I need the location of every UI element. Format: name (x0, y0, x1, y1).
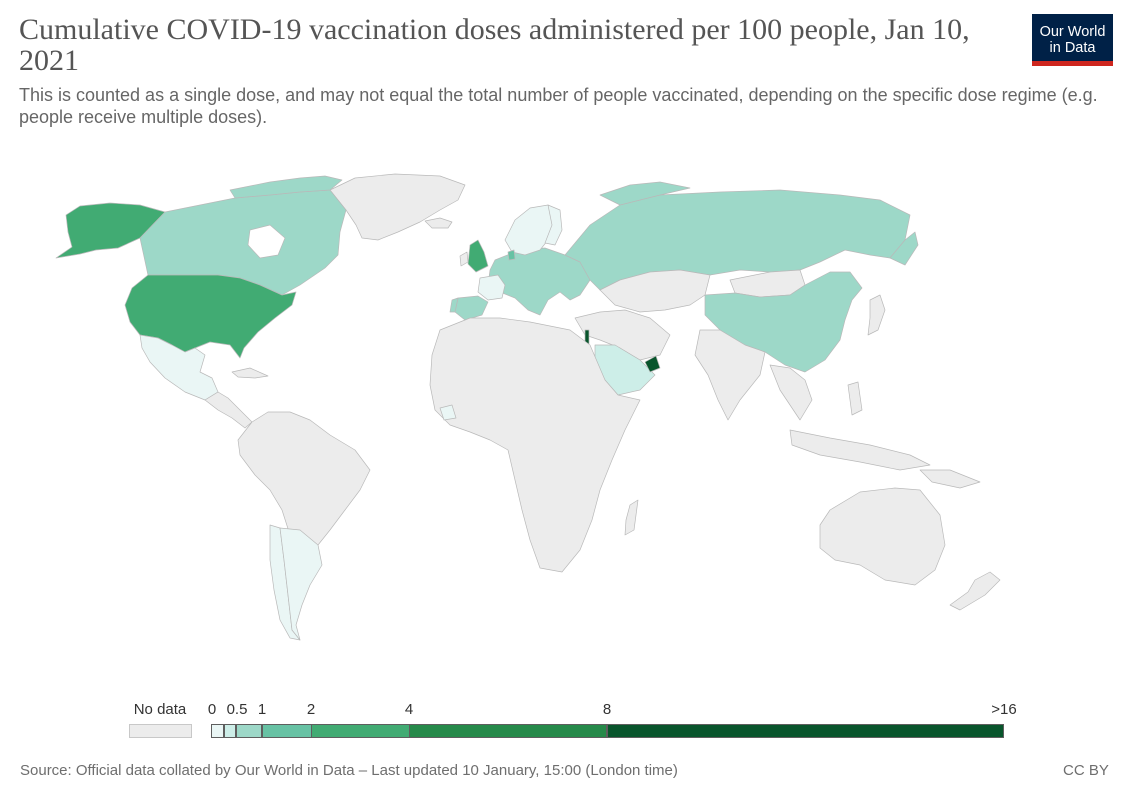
country-portugal[interactable] (449, 297, 459, 313)
country-mexico[interactable] (139, 334, 219, 401)
legend-bin-8[interactable] (409, 724, 607, 738)
legend-tick-4: 4 (404, 701, 414, 718)
country-denmark[interactable] (507, 249, 516, 261)
legend-tick-0: 0 (207, 701, 217, 718)
source-note: Source: Official data collated by Our Wo… (20, 762, 678, 779)
legend-tick-8: 8 (602, 701, 612, 718)
world-map (55, 173, 1001, 641)
legend-color-scale (211, 724, 1004, 738)
hudson-bay (247, 224, 286, 259)
legend-bin-1[interactable] (236, 724, 262, 738)
logo-line-2: in Data (1049, 40, 1096, 56)
license-link[interactable]: CC BY (1063, 762, 1109, 779)
legend-tick-2: 2 (306, 701, 316, 718)
country-russia-arctic[interactable] (599, 181, 691, 206)
country-greenland[interactable] (329, 173, 466, 241)
country-japan[interactable] (867, 294, 886, 336)
country-papua-new-guinea[interactable] (919, 469, 981, 489)
country-cuba[interactable] (231, 367, 269, 379)
country-united-arab-emirates[interactable] (644, 355, 661, 373)
legend-no-data-swatch[interactable] (129, 724, 192, 738)
legend-bin-2[interactable] (262, 724, 312, 738)
country-middle-east[interactable] (574, 309, 671, 361)
country-indonesia[interactable] (789, 429, 931, 471)
country-spain[interactable] (454, 295, 489, 321)
legend-tick-1: 1 (257, 701, 267, 718)
country-argentina[interactable] (279, 527, 323, 641)
country-united-states[interactable] (124, 274, 297, 359)
owid-logo[interactable]: Our World in Data (1032, 14, 1113, 66)
legend-bin-4[interactable] (311, 724, 410, 738)
country-russia[interactable] (564, 189, 911, 291)
country-united-kingdom[interactable] (467, 239, 489, 273)
country-finland[interactable] (544, 204, 563, 246)
country-iceland[interactable] (424, 217, 453, 229)
legend-tick-16: >16 (991, 701, 1017, 718)
country-india[interactable] (694, 329, 766, 421)
country-madagascar[interactable] (624, 499, 639, 536)
chart-subtitle: This is counted as a single dose, and ma… (19, 85, 1098, 127)
legend-bin-0-5[interactable] (224, 724, 236, 738)
country-south-america[interactable] (237, 411, 371, 549)
country-new-zealand[interactable] (949, 571, 1001, 611)
legend-tick-0-5: 0.5 (226, 701, 248, 718)
country-australia[interactable] (819, 487, 946, 586)
country-ireland[interactable] (459, 251, 469, 267)
country-southeast-asia[interactable] (769, 364, 813, 421)
country-africa[interactable] (429, 317, 641, 573)
legend-bin-16[interactable] (607, 724, 1004, 738)
country-russia-kamchatka[interactable] (889, 231, 919, 266)
legend-no-data-label: No data (133, 701, 187, 718)
chart-title: Cumulative COVID-19 vaccination doses ad… (19, 13, 970, 77)
legend-bin-0[interactable] (211, 724, 224, 738)
country-france[interactable] (477, 274, 506, 301)
country-canada-arctic[interactable] (229, 175, 343, 199)
country-guinea[interactable] (439, 404, 457, 421)
country-philippines[interactable] (847, 381, 863, 416)
country-central-america[interactable] (204, 391, 253, 429)
country-alaska[interactable] (55, 202, 166, 259)
logo-line-1: Our World (1039, 24, 1106, 40)
